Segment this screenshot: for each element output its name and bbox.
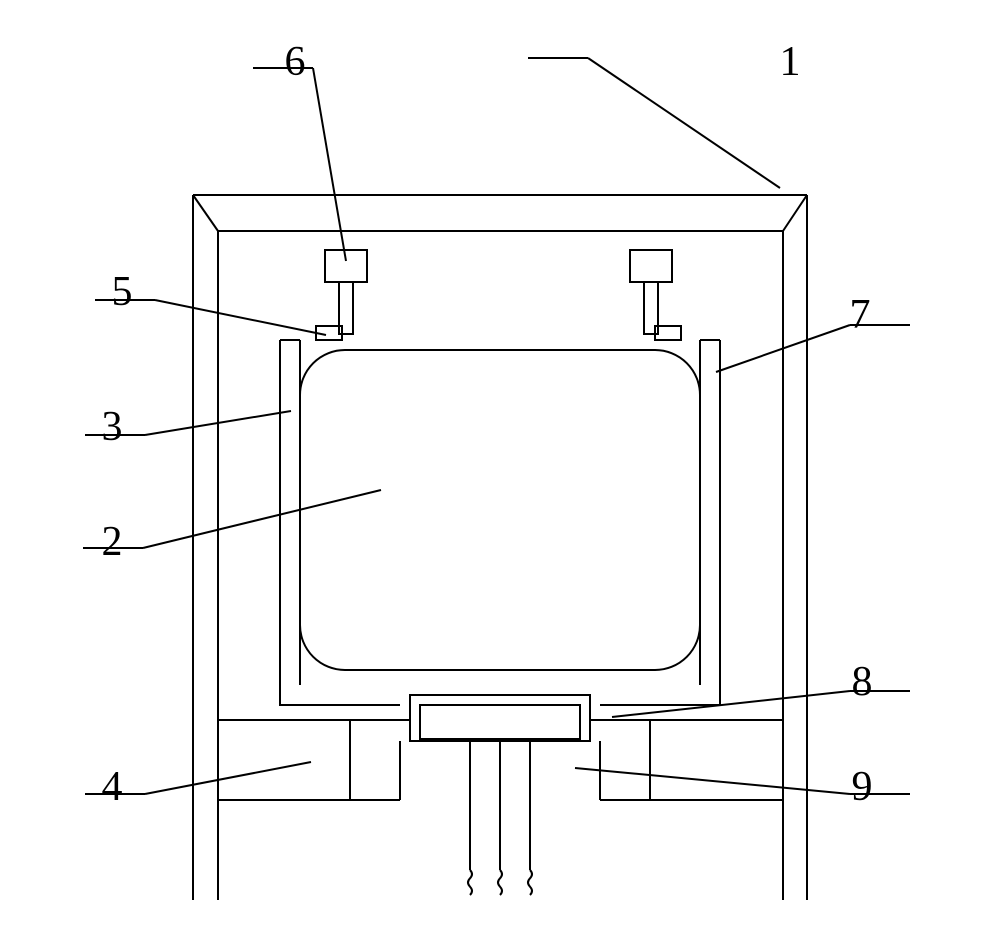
callout-label-7: 7: [850, 292, 871, 338]
callout-label-8: 8: [852, 659, 873, 705]
callout-label-2: 2: [102, 519, 123, 565]
callout-label-1: 1: [780, 39, 801, 85]
callout-label-6: 6: [285, 39, 306, 85]
callout-label-4: 4: [102, 764, 123, 810]
engineering-diagram: 1 6 5 7 3 2 8 4 9: [0, 0, 1000, 931]
callout-label-3: 3: [102, 404, 123, 450]
callout-label-5: 5: [112, 269, 133, 315]
callout-label-9: 9: [852, 764, 873, 810]
